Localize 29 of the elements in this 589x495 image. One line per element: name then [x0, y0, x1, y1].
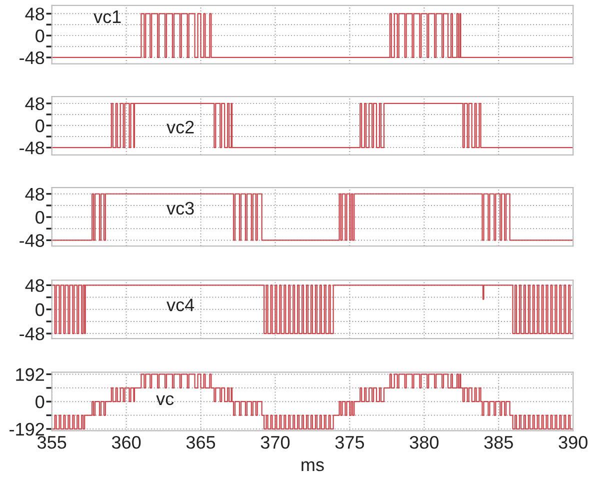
series-label: vc: [156, 395, 174, 406]
y-tick-label: -48: [20, 142, 44, 154]
x-tick-label: 365: [186, 436, 216, 449]
series-label: vc3: [166, 202, 194, 215]
y-tick-label: 0: [36, 396, 44, 408]
y-tick-label: 0: [36, 29, 44, 42]
x-tick-label: 370: [260, 436, 290, 449]
x-tick-label: 375: [335, 436, 364, 449]
y-tick-label: 48: [25, 97, 44, 110]
y-tick-label: -48: [20, 234, 44, 247]
y-tick-label: 0: [36, 303, 44, 316]
y-tick-label: 48: [25, 188, 44, 201]
x-tick-label: 390: [558, 436, 588, 449]
y-tick-label: -192: [10, 422, 44, 436]
x-tick-label: 385: [484, 436, 513, 449]
series-label: vc4: [166, 298, 194, 312]
y-tick-label: 192: [16, 368, 44, 381]
y-tick-label: 0: [36, 210, 44, 224]
y-tick-label: 48: [25, 8, 44, 20]
series-label: vc1: [94, 10, 121, 24]
y-tick-label: -48: [20, 327, 44, 340]
x-axis-title: ms: [302, 461, 324, 472]
x-tick-label: 380: [410, 436, 439, 449]
x-tick-label: 355: [37, 436, 66, 449]
series-label: vc2: [166, 120, 194, 134]
y-tick-label: -48: [20, 51, 44, 64]
x-tick-label: 360: [112, 436, 141, 449]
y-tick-label: 0: [36, 119, 44, 132]
y-tick-label: 48: [25, 279, 44, 292]
